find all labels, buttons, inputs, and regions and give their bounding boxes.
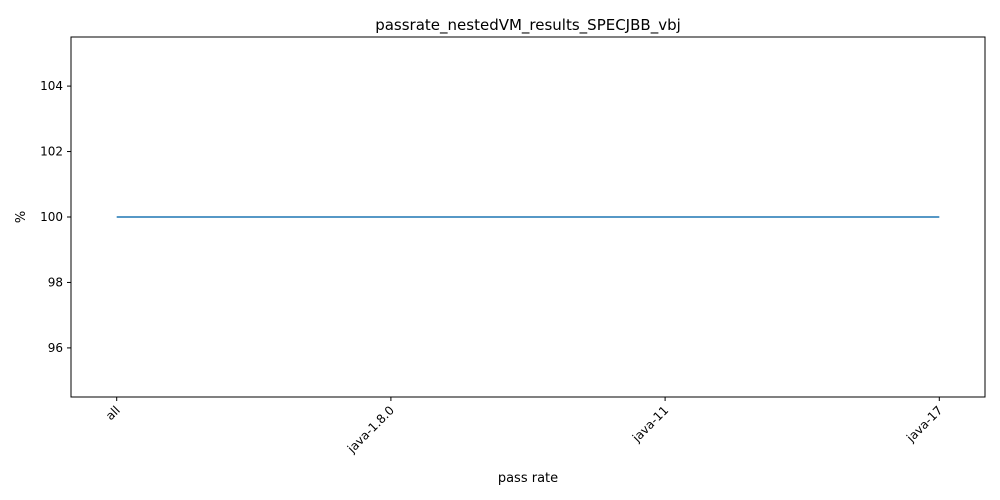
- y-tick-label: 102: [40, 145, 63, 159]
- y-tick-label: 96: [48, 341, 63, 355]
- axes-frame: [70, 36, 986, 398]
- x-axis-label: pass rate: [498, 471, 558, 486]
- chart-title: passrate_nestedVM_results_SPECJBB_vbj: [375, 16, 681, 35]
- y-tick-label: 100: [40, 210, 63, 224]
- y-tick-label: 104: [40, 79, 63, 93]
- y-axis-label: %: [14, 211, 29, 223]
- y-tick-label: 98: [48, 275, 63, 289]
